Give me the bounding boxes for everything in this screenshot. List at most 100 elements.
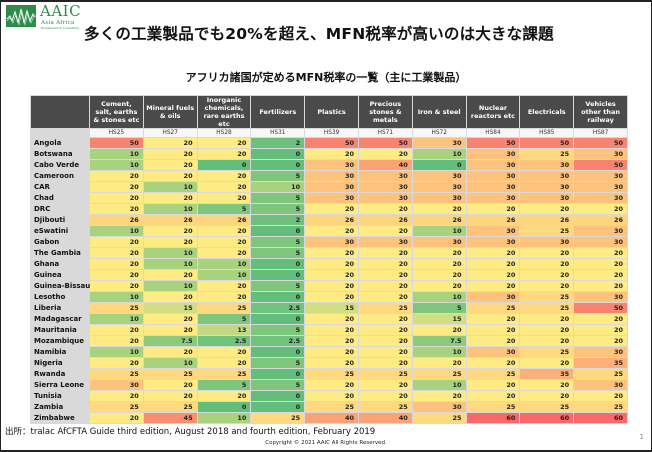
- tariff-cell: 26: [466, 215, 520, 225]
- tariff-cell: 20: [197, 391, 251, 401]
- tariff-cell: 10: [412, 347, 466, 357]
- tariff-cell: 10: [90, 314, 143, 324]
- tariff-cell: 2: [251, 215, 305, 225]
- table-row: Guinea-Bissau 20 10 20 5 20 20 20 20 20 20: [31, 281, 627, 291]
- tariff-cell: 20: [143, 226, 197, 236]
- tariff-cell: 20: [90, 193, 143, 203]
- tariff-cell: 25: [197, 369, 251, 379]
- tariff-cell: 20: [305, 259, 358, 269]
- tariff-cell: 25: [520, 303, 574, 313]
- tariff-cell: 20: [574, 314, 627, 324]
- table-row: DRC 20 10 5 5 20 20 20 20 20 20: [31, 204, 627, 214]
- mfn-tariff-table: Cement, salt, earths & stones etc Mineral…: [30, 95, 628, 424]
- tariff-cell: 10: [90, 292, 143, 302]
- hs-code: HS72: [412, 129, 466, 137]
- tariff-cell: 20: [520, 358, 574, 368]
- tariff-cell: 2: [251, 138, 305, 148]
- tariff-cell: 2.5: [197, 336, 251, 346]
- tariff-cell: 15: [305, 303, 358, 313]
- country-name: Zambia: [31, 402, 89, 412]
- tariff-cell: 20: [143, 292, 197, 302]
- tariff-cell: 30: [466, 149, 520, 159]
- country-name: Guinea: [31, 270, 89, 280]
- tariff-cell: 0: [251, 259, 305, 269]
- tariff-cell: 26: [574, 215, 627, 225]
- tariff-cell: 25: [358, 402, 412, 412]
- tariff-cell: 10: [90, 149, 143, 159]
- tariff-cell: 20: [358, 347, 412, 357]
- column-header: Plastics: [305, 96, 358, 128]
- table-row: Zimbabwe 20 45 10 25 40 40 25 60 60 60: [31, 413, 627, 423]
- tariff-cell: 7.5: [143, 336, 197, 346]
- table-row: Mozambique 20 7.5 2.5 2.5 20 20 7.5 20 20 20: [31, 336, 627, 346]
- tariff-cell: 30: [574, 171, 627, 181]
- tariff-cell: 26: [520, 215, 574, 225]
- tariff-cell: 30: [305, 171, 358, 181]
- tariff-cell: 20: [305, 270, 358, 280]
- tariff-cell: 20: [412, 325, 466, 335]
- tariff-cell: 30: [466, 193, 520, 203]
- tariff-cell: 20: [143, 193, 197, 203]
- tariff-cell: 30: [466, 160, 520, 170]
- tariff-cell: 25: [574, 402, 627, 412]
- tariff-cell: 30: [358, 182, 412, 192]
- tariff-cell: 5: [197, 314, 251, 324]
- table-row: Lesotho 10 20 20 0 20 20 10 30 25 30: [31, 292, 627, 302]
- tariff-cell: 30: [412, 402, 466, 412]
- tariff-cell: 20: [305, 204, 358, 214]
- table-row: The Gambia 20 10 20 5 20 20 20 20 20 20: [31, 248, 627, 258]
- tariff-cell: 60: [520, 413, 574, 423]
- tariff-cell: 20: [197, 171, 251, 181]
- tariff-cell: 20: [197, 193, 251, 203]
- tariff-cell: 20: [466, 336, 520, 346]
- tariff-cell: 20: [90, 325, 143, 335]
- tariff-cell: 5: [251, 281, 305, 291]
- tariff-cell: 2.5: [251, 303, 305, 313]
- tariff-cell: 25: [466, 369, 520, 379]
- tariff-cell: 20: [143, 138, 197, 148]
- tariff-cell: 20: [305, 358, 358, 368]
- tariff-cell: 30: [520, 237, 574, 247]
- tariff-cell: 30: [358, 237, 412, 247]
- column-header: Precious stones & metals: [358, 96, 412, 128]
- tariff-cell: 30: [466, 182, 520, 192]
- tariff-cell: 25: [143, 369, 197, 379]
- tariff-cell: 10: [412, 149, 466, 159]
- hs-code: HS25: [90, 129, 143, 137]
- tariff-cell: 50: [574, 303, 627, 313]
- tariff-cell: 20: [90, 336, 143, 346]
- tariff-cell: 30: [574, 193, 627, 203]
- tariff-cell: 20: [90, 358, 143, 368]
- tariff-cell: 30: [466, 226, 520, 236]
- tariff-cell: 25: [520, 292, 574, 302]
- tariff-cell: 10: [143, 281, 197, 291]
- tariff-cell: 20: [574, 270, 627, 280]
- hs-code-row: HS25 HS27 HS28 HS31 HS39 HS71 HS72 HS84 HS85 HS87: [31, 129, 627, 137]
- tariff-cell: 20: [574, 336, 627, 346]
- tariff-cell: 25: [358, 303, 412, 313]
- tariff-cell: 50: [305, 138, 358, 148]
- tariff-cell: 20: [466, 380, 520, 390]
- tariff-cell: 20: [358, 325, 412, 335]
- tariff-cell: 20: [197, 138, 251, 148]
- column-header: Fertilizers: [251, 96, 305, 128]
- tariff-cell: 20: [358, 248, 412, 258]
- tariff-cell: 20: [358, 149, 412, 159]
- country-name: Sierra Leone: [31, 380, 89, 390]
- tariff-cell: 20: [412, 204, 466, 214]
- country-name: Cabo Verde: [31, 160, 89, 170]
- tariff-cell: 25: [520, 347, 574, 357]
- tariff-cell: 30: [520, 171, 574, 181]
- source-note: 出所：tralac AfCFTA Guide third edition, Au…: [5, 427, 376, 437]
- table-row: Cameroon 20 20 20 5 30 30 30 30 30 30: [31, 171, 627, 181]
- tariff-cell: 5: [251, 358, 305, 368]
- page-number: 1: [639, 433, 644, 441]
- tariff-cell: 20: [305, 292, 358, 302]
- tariff-cell: 10: [412, 226, 466, 236]
- column-header: Nuclear reactors etc: [466, 96, 520, 128]
- column-header: Vehicles other than railway: [574, 96, 627, 128]
- tariff-cell: 10: [412, 292, 466, 302]
- tariff-cell: 0: [251, 226, 305, 236]
- hs-code: HS87: [574, 129, 627, 137]
- page-title: 多くの工業製品でも20%を超え、MFN税率が高いのは大きな課題: [84, 25, 554, 43]
